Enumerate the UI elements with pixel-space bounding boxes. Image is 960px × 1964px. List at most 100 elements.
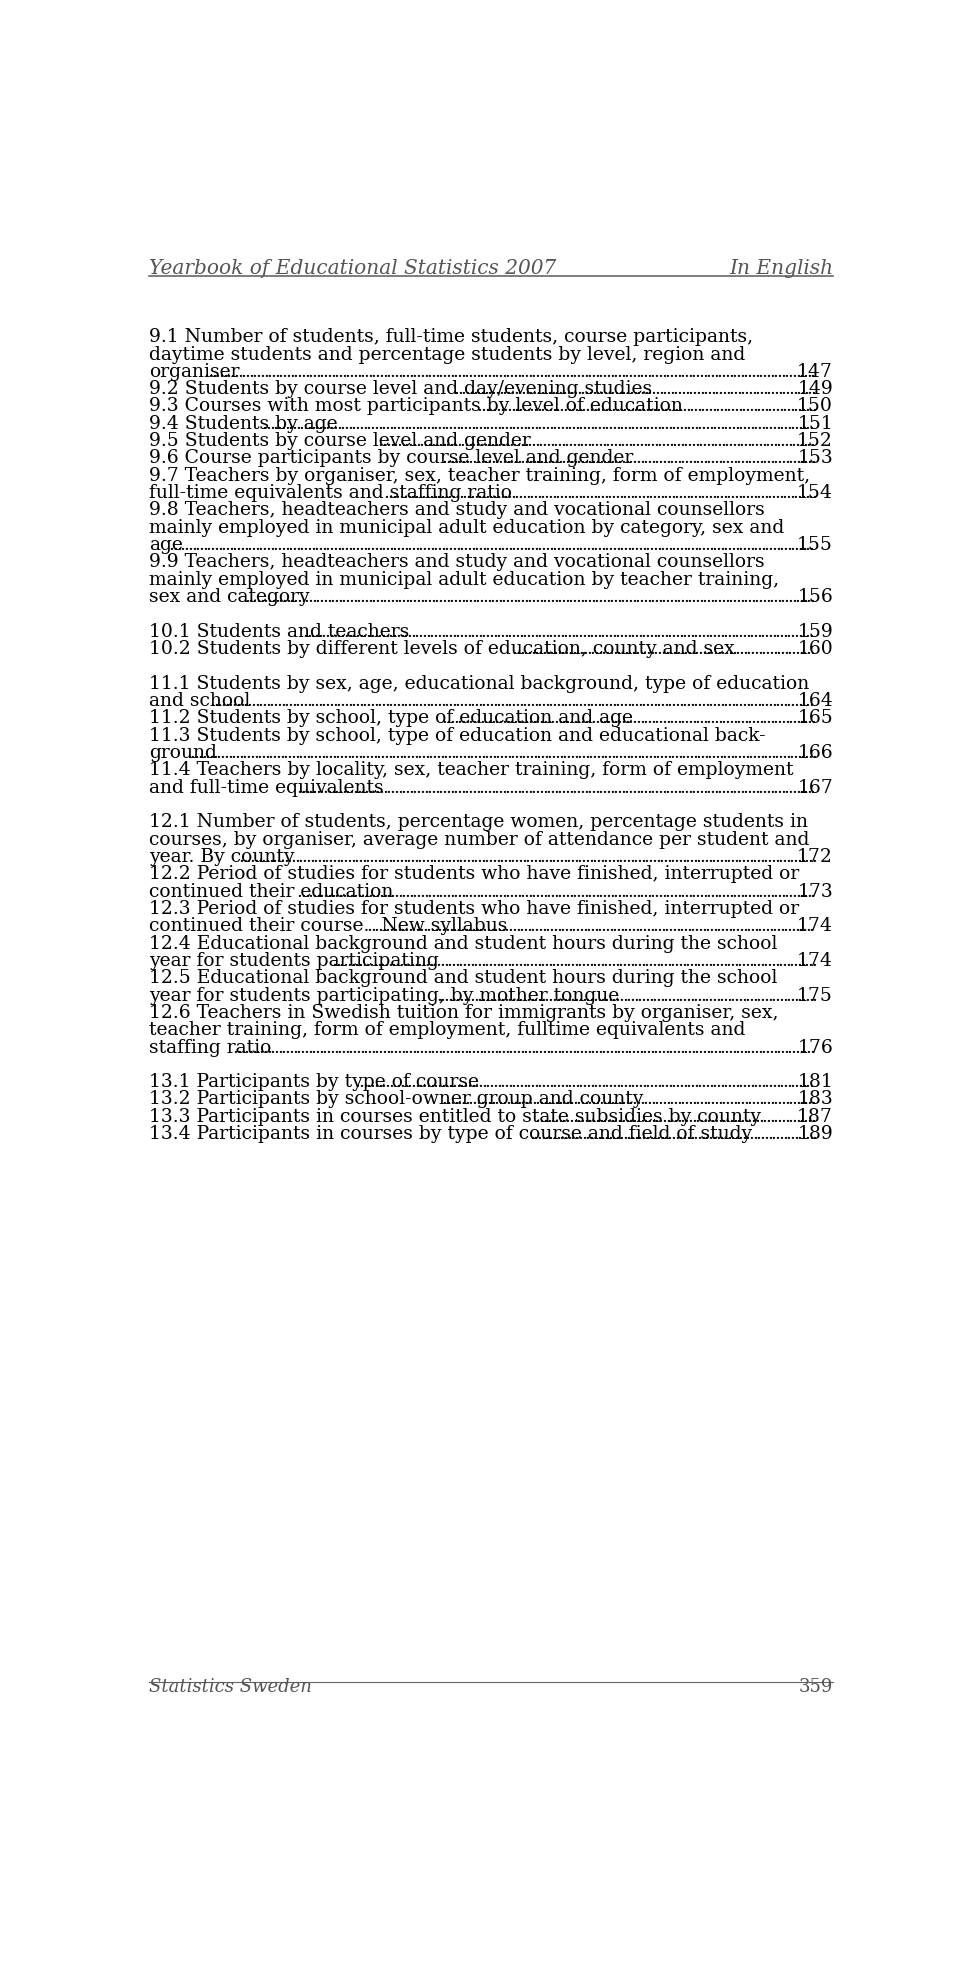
Text: .: . [218,363,224,381]
Text: .: . [682,1072,687,1090]
Text: .: . [568,379,574,399]
Text: .: . [708,483,713,503]
Text: .: . [262,1039,268,1057]
Text: .: . [716,917,722,935]
Text: .: . [776,640,781,658]
Text: .: . [800,744,805,762]
Text: .: . [587,587,592,605]
Text: .: . [575,882,581,900]
Text: .: . [782,917,788,935]
Text: .: . [402,951,408,970]
Text: .: . [350,623,356,640]
Text: .: . [802,917,807,935]
Text: .: . [538,640,543,658]
Text: .: . [259,587,265,605]
Text: .: . [358,414,364,432]
Text: .: . [255,587,261,605]
Text: .: . [546,1090,552,1108]
Text: .: . [553,1090,559,1108]
Text: .: . [349,951,355,970]
Text: .: . [205,536,211,554]
Text: .: . [403,536,409,554]
Text: .: . [676,1090,682,1108]
Text: .: . [575,587,581,605]
Text: .: . [747,709,753,727]
Text: .: . [345,882,350,900]
Text: .: . [341,778,347,795]
Text: .: . [564,709,570,727]
Text: .: . [649,432,655,450]
Text: .: . [226,363,231,381]
Text: .: . [688,397,694,414]
Text: .: . [297,882,302,900]
Text: .: . [480,951,486,970]
Text: .: . [548,1072,554,1090]
Text: .: . [588,744,593,762]
Text: .: . [661,1090,667,1108]
Text: .: . [677,848,683,866]
Text: .: . [779,1072,784,1090]
Text: .: . [393,778,399,795]
Text: .: . [499,483,505,503]
Text: .: . [755,450,760,467]
Text: .: . [413,483,420,503]
Text: .: . [597,1039,603,1057]
Text: .: . [569,951,575,970]
Text: 147: 147 [797,363,833,381]
Text: .: . [763,536,770,554]
Text: .: . [652,1072,658,1090]
Text: .: . [557,1090,563,1108]
Text: .: . [404,778,410,795]
Text: .: . [778,483,783,503]
Text: .: . [328,536,334,554]
Text: .: . [603,986,609,1004]
Text: .: . [716,640,722,658]
Text: .: . [290,744,296,762]
Text: .: . [529,623,535,640]
Text: .: . [528,379,534,399]
Text: .: . [787,450,794,467]
Text: .: . [272,744,277,762]
Text: 9.2 Students by course level and day/evening studies: 9.2 Students by course level and day/eve… [150,379,653,399]
Text: .: . [507,691,513,709]
Text: .: . [676,882,682,900]
Text: .: . [793,1125,799,1143]
Text: .: . [414,691,420,709]
Text: .: . [333,587,339,605]
Text: .: . [742,917,748,935]
Text: .: . [417,744,422,762]
Text: .: . [535,778,540,795]
Text: .: . [737,1072,743,1090]
Text: .: . [242,744,248,762]
Text: .: . [307,1039,313,1057]
Text: .: . [665,1108,671,1125]
Text: .: . [621,848,627,866]
Text: staffing ratio: staffing ratio [150,1039,272,1057]
Text: .: . [577,623,584,640]
Text: .: . [732,848,739,866]
Text: .: . [629,397,635,414]
Text: .: . [404,432,410,450]
Text: .: . [691,1090,697,1108]
Text: .: . [768,917,774,935]
Text: 181: 181 [797,1072,833,1090]
Text: .: . [780,363,786,381]
Text: .: . [383,951,389,970]
Text: .: . [410,414,416,432]
Text: .: . [811,744,817,762]
Text: .: . [685,623,691,640]
Text: .: . [487,450,492,467]
Text: .: . [634,414,639,432]
Text: .: . [639,379,645,399]
Text: .: . [697,1072,703,1090]
Text: .: . [769,1090,775,1108]
Text: .: . [805,432,811,450]
Text: .: . [287,536,294,554]
Text: .: . [678,623,684,640]
Text: 12.3 Period of studies for students who have finished, interrupted or: 12.3 Period of studies for students who … [150,900,800,917]
Text: .: . [576,379,582,399]
Text: .: . [432,483,438,503]
Text: .: . [435,744,441,762]
Text: .: . [470,1039,476,1057]
Text: .: . [354,1072,360,1090]
